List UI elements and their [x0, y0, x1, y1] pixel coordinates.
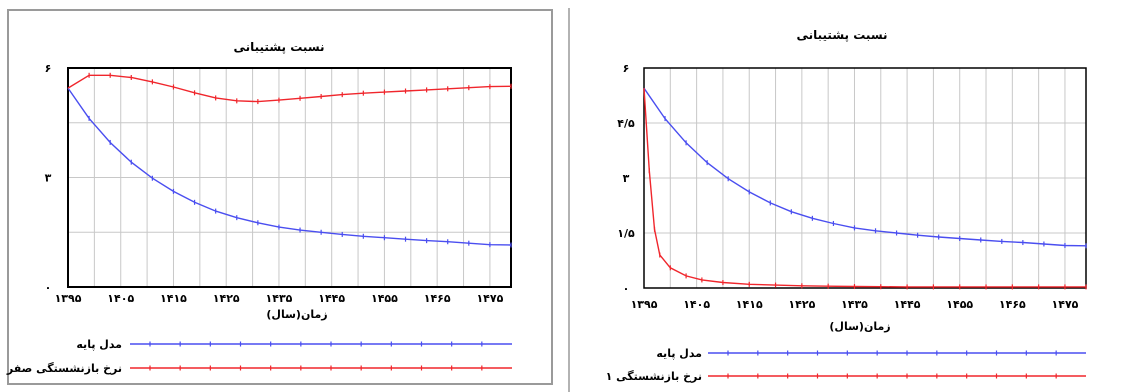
series-line	[67, 87, 512, 246]
x-tick-label: ۱۴۴۵	[894, 298, 921, 311]
right-x-axis-label: زمان(سال)	[829, 320, 890, 333]
right-chart-title: نسبت پشتیبانی	[796, 28, 887, 42]
x-tick-label: ۱۴۶۵	[999, 298, 1026, 311]
x-tick-label: ۱۴۳۵	[266, 292, 293, 305]
left-chart-title: نسبت پشتیبانی	[233, 40, 324, 54]
left-x-axis-label: زمان(سال)	[266, 308, 327, 321]
series-line	[67, 74, 512, 103]
x-tick-label: ۱۴۱۵	[736, 298, 763, 311]
x-tick-label: ۱۴۵۵	[946, 298, 973, 311]
x-tick-label: ۱۴۱۵	[160, 292, 187, 305]
x-tick-label: ۱۳۹۵	[55, 292, 82, 305]
left-legend: مدل پایه نرخ بازنشستگی صفر	[6, 338, 512, 375]
series-line	[643, 87, 1087, 247]
x-tick-label: ۱۴۷۵	[1052, 298, 1079, 311]
x-tick-label: ۱۳۹۵	[631, 298, 658, 311]
plot-frame	[643, 67, 1087, 289]
left-plot-area: ۰ ۳ ۶ ۱۳۹۵ ۱۴۰۵ ۱۴۱۵ ۱۴۲۵ ۱۴۳۵ ۱۴۴۵ ۱۴۵۵ ۱۴۶۵ ۱۴۷۵	[45, 62, 512, 305]
y-tick-label: ۳	[45, 172, 52, 185]
y-tick-label: ۱/۵	[617, 227, 635, 240]
right-plot-area: ۰ ۱/۵ ۳ ۴/۵ ۶ ۱۳۹۵ ۱۴۰۵ ۱۴۱۵ ۱۴۲۵ ۱۴۳۵ ۱۴۴۵ ۱۴۵۵ ۱۴۶…	[617, 62, 1087, 311]
y-tick-label: ۰	[623, 282, 630, 295]
x-tick-label: ۱۴۰۵	[107, 292, 134, 305]
left-chart-frame	[7, 9, 553, 385]
right-legend: مدل پایه نرخ بازنشستگی ۱	[606, 347, 1086, 383]
legend-label: مدل پایه	[656, 347, 702, 360]
plot-frame	[67, 67, 512, 288]
x-tick-label: ۱۴۴۵	[318, 292, 345, 305]
x-tick-label: ۱۴۷۵	[476, 292, 503, 305]
y-tick-label: ۶	[623, 62, 630, 75]
y-tick-label: ۳	[623, 172, 630, 185]
x-tick-label: ۱۴۲۵	[788, 298, 815, 311]
left-chart-panel: نسبت پشتیبانی ۰ ۳ ۶ ۱۳۹۵ ۱۴۰۵ ۱۴۱۵ ۱۴۲۵ ۱۴۳۵ ۱۴۴…	[6, 9, 553, 385]
legend-label: نرخ بازنشستگی ۱	[606, 370, 702, 383]
x-tick-label: ۱۴۶۵	[424, 292, 451, 305]
legend-label: مدل پایه	[76, 338, 122, 351]
y-tick-label: ۴/۵	[617, 117, 635, 130]
x-tick-label: ۱۴۳۵	[841, 298, 868, 311]
right-chart-panel: نسبت پشتیبانی ۰ ۱/۵ ۳ ۴/۵ ۶ ۱۳۹۵ ۱۴۰۵ ۱۴۱۵ ۱۴۲۵ ۱…	[568, 8, 1087, 392]
y-tick-label: ۰	[45, 281, 52, 294]
x-tick-label: ۱۴۲۵	[213, 292, 240, 305]
y-tick-label: ۶	[45, 62, 52, 75]
series-line	[643, 88, 1086, 288]
legend-label: نرخ بازنشستگی صفر	[6, 362, 122, 375]
x-tick-label: ۱۴۰۵	[683, 298, 710, 311]
x-tick-label: ۱۴۵۵	[371, 292, 398, 305]
